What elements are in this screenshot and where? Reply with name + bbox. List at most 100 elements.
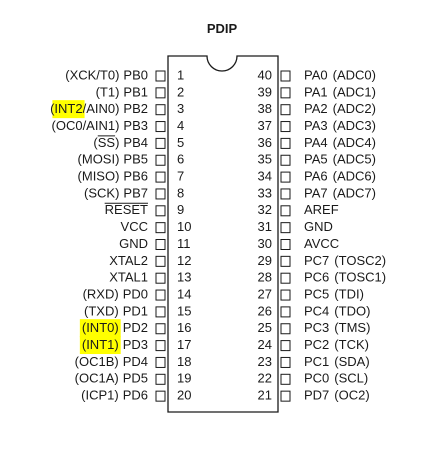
- pin-function: (ADC5): [333, 152, 376, 167]
- pin-pad: [155, 222, 166, 234]
- pin-number: 5: [177, 135, 184, 150]
- pin-number: 28: [258, 270, 272, 285]
- pin-name: RESET: [105, 202, 148, 217]
- pin-function: (INT1): [82, 337, 119, 352]
- pin-number: 22: [258, 371, 272, 386]
- pin-function: (ADC0): [333, 67, 376, 82]
- pin-number: 27: [258, 286, 272, 301]
- pin-number: 34: [258, 169, 272, 184]
- pin-name: XTAL1: [109, 270, 148, 285]
- pin-pad: [155, 87, 166, 99]
- pin-name: PB1: [123, 84, 148, 99]
- pin-number: 29: [258, 253, 272, 268]
- pin-number: 39: [258, 84, 272, 99]
- pin-number: 15: [177, 303, 191, 318]
- pin-number: 9: [177, 202, 184, 217]
- pin-number: 13: [177, 270, 191, 285]
- pin-number: 37: [258, 118, 272, 133]
- pin-pad: [155, 306, 166, 318]
- pin-pad: [280, 289, 291, 301]
- pin-pad: [155, 137, 166, 149]
- pin-function: (TMS): [334, 320, 370, 335]
- pin-pad: [280, 154, 291, 166]
- pin-function: (TOSC1): [334, 270, 386, 285]
- pin-name: PB2: [123, 101, 148, 116]
- pin-function: (ADC6): [333, 169, 376, 184]
- pin-number: 32: [258, 202, 272, 217]
- pin-number: 35: [258, 152, 272, 167]
- highlight-mark: [79, 336, 121, 355]
- pin-pad: [155, 104, 166, 116]
- pin-name: PA4: [304, 135, 328, 150]
- pin-name: PA6: [304, 169, 328, 184]
- pin-number: 38: [258, 101, 272, 116]
- pin-name: PD4: [123, 354, 148, 369]
- pin-name: AVCC: [304, 236, 339, 251]
- pin-name: PC3: [304, 320, 329, 335]
- pin-function: (ADC1): [333, 84, 376, 99]
- pin-pad: [155, 340, 166, 352]
- pin-function: (ADC7): [333, 185, 376, 200]
- pin-function: (SCK): [84, 185, 119, 200]
- pin-function: (OC0/AIN1): [52, 118, 120, 133]
- pin-pad: [155, 121, 166, 133]
- pin-pad: [155, 272, 166, 284]
- pin-name: PC4: [304, 303, 329, 318]
- pin-number: 11: [177, 236, 191, 251]
- pin-pad: [155, 289, 166, 301]
- pin-function: (ADC4): [333, 135, 376, 150]
- pin-number: 16: [177, 320, 191, 335]
- pin-pad: [280, 323, 291, 335]
- pin-number: 20: [177, 388, 191, 403]
- pin-pad: [155, 255, 166, 267]
- pin-function: (OC1A): [75, 371, 119, 386]
- pin-name: AREF: [304, 202, 339, 217]
- pin-pad: [280, 340, 291, 352]
- pin-number: 19: [177, 371, 191, 386]
- pin-number: 25: [258, 320, 272, 335]
- pin-name: PD5: [123, 371, 148, 386]
- pin-function: (TCK): [334, 337, 369, 352]
- pin-function: (ADC3): [333, 118, 376, 133]
- pin-pad: [280, 373, 291, 385]
- package-title: PDIP: [207, 21, 238, 36]
- pin-number: 36: [258, 135, 272, 150]
- pin-name: PA0: [304, 67, 328, 82]
- pin-group: 1PB0(XCK/T0)2PB1(T1)3PB2(INT2/AIN0)4PB3(…: [50, 67, 386, 402]
- pin-number: 8: [177, 185, 184, 200]
- pin-name: PD6: [123, 388, 148, 403]
- pin-function: (MOSI): [78, 152, 120, 167]
- pin-pad: [280, 222, 291, 234]
- pin-name: GND: [304, 219, 333, 234]
- pin-function: (SDA): [334, 354, 369, 369]
- pin-name: XTAL2: [109, 253, 148, 268]
- pin-function: (SCL): [334, 371, 368, 386]
- pin-name: PC1: [304, 354, 329, 369]
- pin-number: 10: [177, 219, 191, 234]
- pin-name: VCC: [121, 219, 148, 234]
- pin-name: PD0: [123, 286, 148, 301]
- pin-function: (ICP1): [81, 388, 119, 403]
- pin-number: 18: [177, 354, 191, 369]
- highlight-mark: [52, 100, 85, 119]
- pin-name: PD3: [123, 337, 148, 352]
- pin-function: (INT2/AIN0): [50, 101, 119, 116]
- pin-function: (TDI): [334, 286, 364, 301]
- pin-name: PD1: [123, 303, 148, 318]
- pin-function: (TOSC2): [334, 253, 386, 268]
- pin-pad: [280, 306, 291, 318]
- pin-pad: [155, 70, 166, 82]
- pin-name: PD7: [304, 388, 329, 403]
- pin-name: PC0: [304, 371, 329, 386]
- chip-body: [167, 55, 279, 413]
- pin-name: PA1: [304, 84, 328, 99]
- pin-pad: [155, 323, 166, 335]
- pin-pad: [155, 205, 166, 217]
- pin-pad: [280, 356, 291, 368]
- pin-pad: [280, 137, 291, 149]
- pin-pad: [280, 239, 291, 250]
- pin-function: (MISO): [78, 169, 120, 184]
- pin-pad: [155, 188, 166, 200]
- pin-number: 26: [258, 303, 272, 318]
